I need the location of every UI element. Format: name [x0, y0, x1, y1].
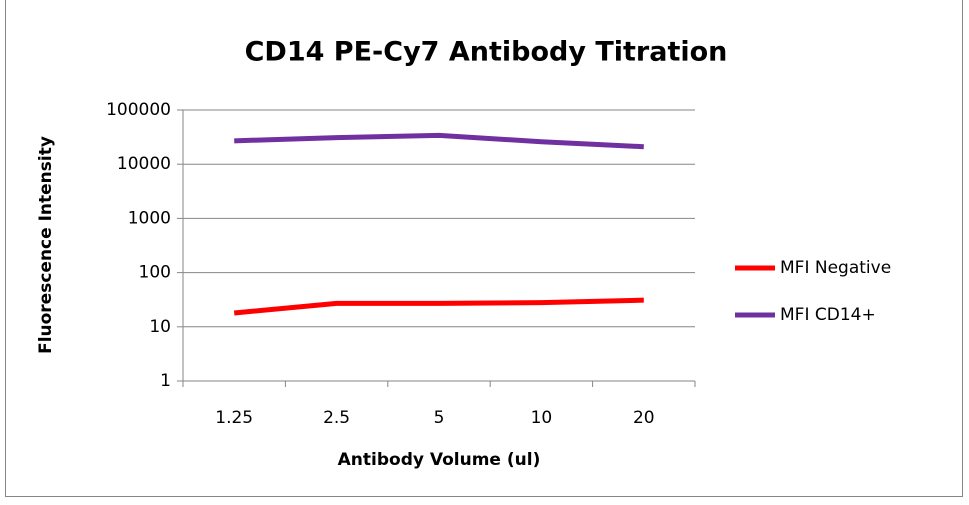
chart-border	[5, 0, 963, 497]
legend-label: MFI CD14+	[780, 305, 876, 325]
chart-title: CD14 PE-Cy7 Antibody Titration	[245, 37, 728, 68]
y-tick-label: 1000	[128, 208, 171, 228]
x-tick-label: 2.5	[323, 408, 350, 428]
y-axis-title: Fluorescence Intensity	[36, 136, 56, 354]
y-tick-label: 1	[160, 371, 171, 391]
line	[233, 297, 644, 316]
x-tick-label: 10	[531, 408, 553, 428]
x-tick-label: 5	[434, 408, 445, 428]
x-axis-title: Antibody Volume (ul)	[338, 450, 541, 470]
x-tick-label: 1.25	[215, 408, 253, 428]
y-tick-label: 10000	[117, 154, 171, 174]
line	[234, 132, 644, 150]
y-tick-label: 100000	[106, 100, 171, 120]
y-tick-label: 100	[139, 263, 171, 283]
legend-label: MFI Negative	[780, 258, 891, 278]
y-tick-label: 10	[149, 317, 171, 337]
x-tick-label: 20	[633, 408, 655, 428]
